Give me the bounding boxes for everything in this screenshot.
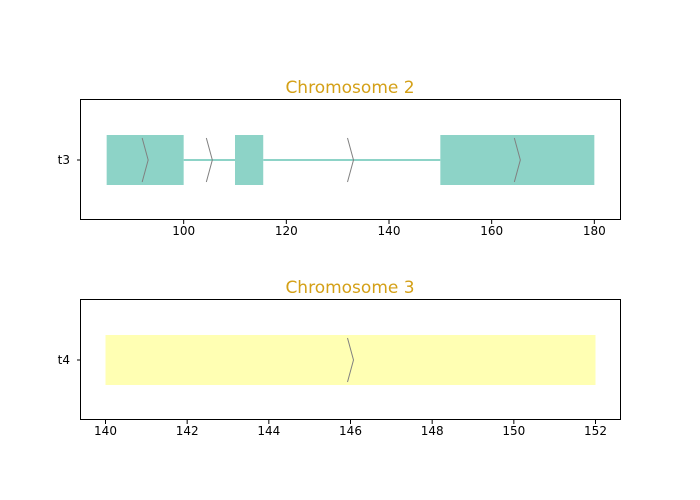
x-tick-label-t4-2: 144 <box>257 424 280 438</box>
x-tick-label-t3-1: 120 <box>275 224 298 238</box>
strand-arrow-t3-1 <box>205 137 213 183</box>
exon-t4-0 <box>105 335 596 385</box>
panel-chromosome-3: Chromosome 3 t4 140 142 144 146 148 150 152 <box>58 278 621 438</box>
strand-arrow-t3-2 <box>347 137 355 183</box>
x-tick-label-t4-5: 150 <box>502 424 525 438</box>
plot-area-chromosome-3 <box>105 335 596 385</box>
x-axis-chromosome-2: 100 120 140 160 180 <box>77 159 606 238</box>
x-tick-label-t3-2: 140 <box>378 224 401 238</box>
x-tick-label-t3-4: 180 <box>583 224 606 238</box>
panel-chromosome-2: Chromosome 2 t3 100 120 140 160 180 <box>58 78 621 238</box>
panel-title-chromosome-2: Chromosome 2 <box>285 78 414 98</box>
strand-arrow-t4-0 <box>347 337 355 383</box>
x-tick-label-t4-3: 146 <box>339 424 362 438</box>
x-axis-chromosome-3: 140 142 144 146 148 150 152 <box>77 359 607 438</box>
x-tick-label-t4-0: 140 <box>94 424 117 438</box>
strand-arrow-t3-0 <box>141 137 149 183</box>
track-label-t3: t3 <box>58 153 70 167</box>
x-tick-label-t4-1: 142 <box>176 424 199 438</box>
x-tick-label-t4-4: 148 <box>421 424 444 438</box>
plot-area-chromosome-2 <box>106 135 595 185</box>
strand-arrow-t3-3 <box>513 137 521 183</box>
track-label-t4: t4 <box>58 353 70 367</box>
exon-t3-2 <box>440 135 595 185</box>
x-tick-label-t3-3: 160 <box>480 224 503 238</box>
exon-t3-1 <box>235 135 264 185</box>
panel-title-chromosome-3: Chromosome 3 <box>285 278 414 298</box>
exon-t3-0 <box>106 135 184 185</box>
x-tick-label-t3-0: 100 <box>172 224 195 238</box>
x-tick-label-t4-6: 152 <box>584 424 607 438</box>
